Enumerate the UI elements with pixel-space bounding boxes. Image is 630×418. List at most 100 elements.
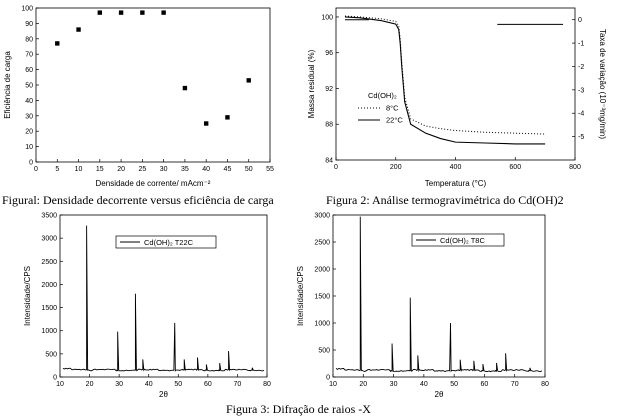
fig3b-ytick-label: 1000 <box>314 321 330 328</box>
fig2-legend-label-8c: 8°C <box>386 104 399 113</box>
fig3a-y-axis-label: Intensidade/CPS <box>23 266 32 326</box>
chart-xrd-t22c: 10 20 30 40 50 60 70 80 0 500 1000 1500 2000 2500 3000… <box>23 213 271 400</box>
fig1-xtick-label: 25 <box>138 166 146 173</box>
fig3a-xtick-label: 70 <box>234 381 242 388</box>
fig3a-ytick-label: 2500 <box>41 259 57 266</box>
fig3a-ytick-label: 0 <box>53 375 57 382</box>
fig3b-legend-box <box>411 233 505 247</box>
fig3b-x-axis-label: 2θ <box>435 390 444 399</box>
fig2-ytick-label: 92 <box>325 86 333 93</box>
fig3b-xtick-label: 70 <box>511 381 519 388</box>
fig2-ytick-right-label: -3 <box>578 87 584 94</box>
fig1-ytick-label: 50 <box>25 83 33 90</box>
caption-figure-1: Figural: Densidade decorrente versus efi… <box>2 193 274 207</box>
caption-figure-3: Figura 3: Difração de raios -X <box>226 402 371 416</box>
fig1-data-point <box>225 115 230 120</box>
fig2-ytick-right-label: -4 <box>578 111 584 118</box>
fig2-ytick-label: 96 <box>325 50 333 57</box>
fig3a-legend-box <box>115 235 217 249</box>
fig2-ytick-label: 88 <box>325 122 333 129</box>
fig3b-pattern-line <box>335 216 543 373</box>
fig2-ytick-right-label: -5 <box>578 134 584 141</box>
fig2-xtick-label: 600 <box>509 164 521 171</box>
fig3b-xtick-label: 30 <box>390 381 398 388</box>
fig3a-xtick-label: 80 <box>263 381 271 388</box>
fig1-ytick-label: 30 <box>25 113 33 120</box>
chart-thermogravimetric: 0 200 400 600 800 84 88 92 96 100 0 -1 -2 -3 -4 -5 Cd(OH… <box>307 7 607 188</box>
fig1-xtick-label: 30 <box>160 166 168 173</box>
fig1-data-point <box>76 27 81 32</box>
fig3a-xtick-label: 10 <box>56 381 64 388</box>
fig3b-xtick-label: 40 <box>420 381 428 388</box>
fig1-xtick-label: 0 <box>34 166 38 173</box>
fig3b-xtick-label: 50 <box>450 381 458 388</box>
fig1-ytick-label: 60 <box>25 67 33 74</box>
fig3a-xtick-label: 30 <box>115 381 123 388</box>
fig1-xtick-label: 5 <box>55 166 59 173</box>
fig1-ytick-label: 10 <box>25 144 33 151</box>
fig3b-ytick-label: 3000 <box>314 213 330 220</box>
fig2-xtick-label: 400 <box>450 164 462 171</box>
fig1-x-axis-label: Densidade de corrente/ mAcm⁻² <box>96 179 211 188</box>
fig1-data-point <box>55 41 60 46</box>
fig2-ytick-right-label: -2 <box>578 64 584 71</box>
fig2-ytick-right-label: 0 <box>578 17 582 24</box>
fig1-xtick-label: 40 <box>202 166 210 173</box>
fig2-legend-label-22c: 22°C <box>386 116 403 125</box>
fig3a-ytick-label: 500 <box>45 351 57 358</box>
fig3b-xtick-label: 80 <box>541 381 549 388</box>
fig3a-ytick-label: 2000 <box>41 282 57 289</box>
fig3b-ytick-label: 2500 <box>314 240 330 247</box>
fig3b-legend-label: Cd(OH)₂ T8C <box>440 236 485 245</box>
fig1-ytick-label: 70 <box>25 52 33 59</box>
fig1-ytick-label: 80 <box>25 36 33 43</box>
fig3b-ytick-label: 2000 <box>314 267 330 274</box>
fig3a-xtick-label: 20 <box>86 381 94 388</box>
fig2-series-line-0 <box>344 15 546 135</box>
fig1-y-axis-label: Eficiência de carga <box>3 51 12 119</box>
fig1-xtick-label: 55 <box>266 166 274 173</box>
fig2-legend-title: Cd(OH)₂ <box>368 91 397 100</box>
fig3a-ytick-label: 3000 <box>41 236 57 243</box>
fig1-data-point <box>182 85 188 91</box>
fig1-ytick-label: 90 <box>25 21 33 28</box>
fig3b-ytick-label: 1500 <box>314 294 330 301</box>
fig1-ytick-label: 40 <box>25 98 33 105</box>
fig3a-plot-frame <box>59 214 268 378</box>
fig3b-xtick-label: 10 <box>329 381 337 388</box>
fig1-data-point <box>118 10 124 15</box>
fig1-xtick-label: 45 <box>224 166 232 173</box>
fig3a-xtick-label: 60 <box>204 381 212 388</box>
chart-xrd-t8c: 10 20 30 40 50 60 70 80 0 500 1000 1500 2000 2500 3000… <box>296 213 549 400</box>
fig2-xtick-label: 200 <box>390 164 402 171</box>
fig2-y-axis-label-right: Taxa de variação (10⁻³mg/min) <box>598 29 607 139</box>
fig3a-legend: Cd(OH)₂ T22C <box>115 235 217 249</box>
fig3a-legend-label: Cd(OH)₂ T22C <box>144 238 194 247</box>
fig3b-xtick-label: 20 <box>359 381 367 388</box>
fig1-xtick-label: 15 <box>96 166 104 173</box>
chart-charge-efficiency: 0 5 10 15 20 25 30 35 40 45 50 55 0 10 20 30 40 50 60 70 80 9… <box>3 6 274 189</box>
fig1-xtick-label: 50 <box>245 166 253 173</box>
fig1-data-point <box>140 10 145 15</box>
fig3b-ytick-label: 0 <box>326 375 330 382</box>
fig3a-ytick-label: 3500 <box>41 213 57 220</box>
fig1-data-point <box>97 10 103 15</box>
fig1-xtick-label: 20 <box>117 166 125 173</box>
fig3b-ytick-label: 500 <box>318 348 330 355</box>
fig2-ytick-label: 100 <box>321 14 333 21</box>
fig3b-y-axis-label: Intensidade/CPS <box>296 266 305 326</box>
fig2-series-line-1 <box>344 16 546 145</box>
fig1-data-point <box>246 78 251 83</box>
fig2-xtick-label: 0 <box>334 164 338 171</box>
fig3a-xtick-label: 50 <box>174 381 182 388</box>
fig1-xtick-label: 10 <box>75 166 83 173</box>
fig2-plot-frame <box>335 7 576 161</box>
fig1-ytick-label: 0 <box>29 160 33 167</box>
fig1-data-point <box>203 121 209 126</box>
caption-figure-2: Figura 2: Análise termogravimétrica do C… <box>326 193 564 207</box>
fig3a-ytick-label: 1500 <box>41 305 57 312</box>
fig1-data-point <box>161 10 166 15</box>
fig3a-xtick-label: 40 <box>145 381 153 388</box>
fig3a-ytick-label: 1000 <box>41 328 57 335</box>
